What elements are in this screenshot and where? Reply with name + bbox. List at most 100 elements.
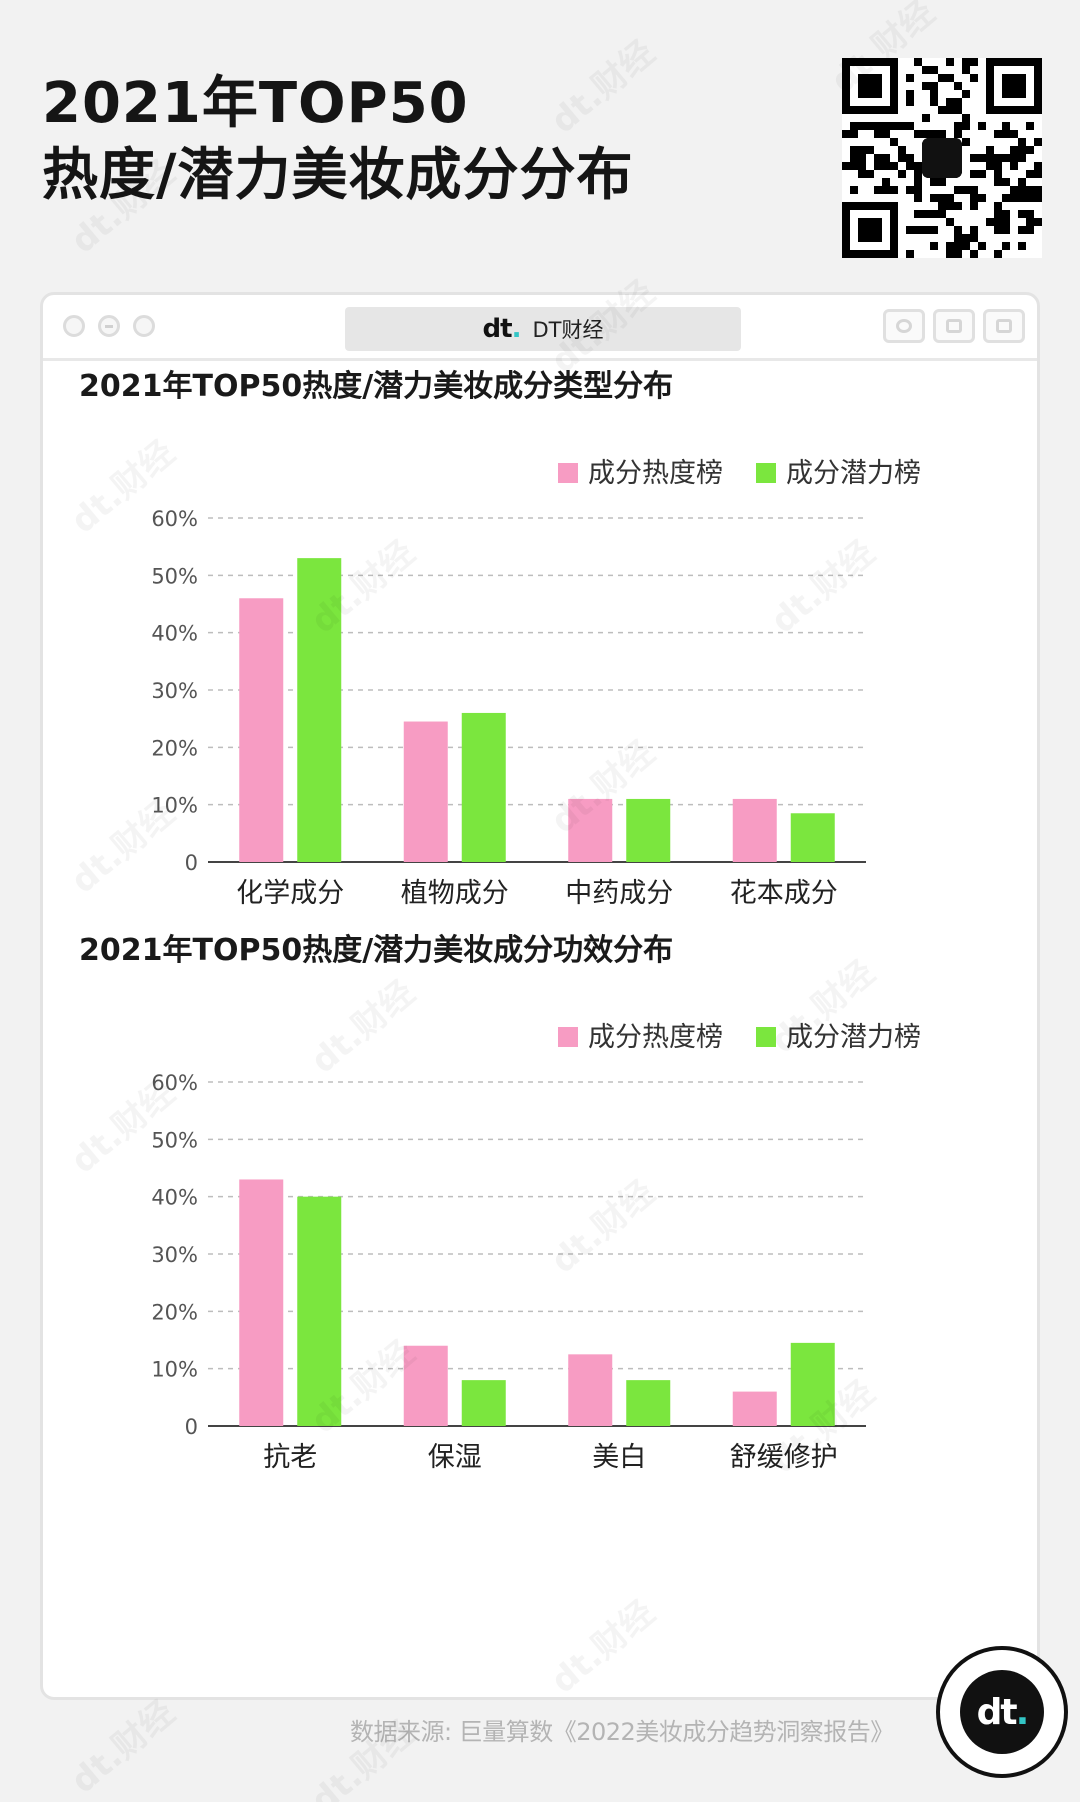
share-button[interactable] bbox=[933, 309, 975, 343]
window-maximize-button[interactable] bbox=[133, 315, 155, 337]
legend-swatch-1 bbox=[558, 1027, 578, 1047]
qr-module bbox=[842, 130, 850, 138]
qr-module bbox=[994, 250, 1002, 258]
record-button[interactable] bbox=[883, 309, 925, 343]
qr-module bbox=[930, 242, 938, 250]
qr-module bbox=[954, 98, 962, 106]
qr-module bbox=[1018, 154, 1026, 162]
qr-module bbox=[882, 178, 890, 186]
qr-module bbox=[962, 138, 970, 146]
qr-module bbox=[1010, 146, 1018, 154]
qr-module bbox=[906, 98, 914, 106]
page-title-line-2: 热度/潜力美妆成分分布 bbox=[42, 143, 634, 208]
y-tick-label: 40% bbox=[151, 1186, 198, 1210]
qr-module bbox=[986, 162, 994, 170]
qr-module bbox=[970, 58, 978, 66]
x-tick-label: 化学成分 bbox=[236, 878, 344, 909]
qr-module bbox=[914, 186, 922, 194]
qr-module bbox=[882, 162, 890, 170]
chart-ingredient-type: 成分热度榜 成分潜力榜 0 10% 20% 30% 40% 50% 60% 化学成分 植物成分 中药成… bbox=[43, 425, 1043, 925]
qr-module bbox=[906, 250, 914, 258]
qr-module bbox=[898, 170, 906, 178]
qr-module bbox=[946, 250, 954, 258]
qr-module bbox=[890, 186, 898, 194]
qr-module bbox=[1002, 130, 1010, 138]
qr-module bbox=[954, 82, 962, 90]
qr-module bbox=[962, 90, 970, 98]
qr-module bbox=[946, 106, 954, 114]
window-minimize-button[interactable] bbox=[98, 315, 120, 337]
qr-module bbox=[930, 98, 938, 106]
legend-label-2: 成分潜力榜 bbox=[786, 1022, 921, 1053]
qr-module bbox=[914, 58, 922, 66]
qr-module bbox=[882, 154, 890, 162]
x-tick-label: 美白 bbox=[592, 1442, 646, 1473]
x-tick-label: 保湿 bbox=[428, 1442, 482, 1473]
chart-2-title: 2021年TOP50热度/潜力美妆成分功效分布 bbox=[65, 931, 688, 975]
qr-module bbox=[978, 194, 986, 202]
qr-module bbox=[962, 58, 970, 66]
qr-module bbox=[986, 146, 994, 154]
qr-module bbox=[1018, 138, 1026, 146]
x-tick-label: 抗老 bbox=[263, 1442, 317, 1473]
qr-module bbox=[858, 154, 866, 162]
y-tick-label: 30% bbox=[151, 679, 198, 703]
bar-potential bbox=[461, 1380, 506, 1426]
qr-module bbox=[938, 210, 946, 218]
qr-module bbox=[986, 218, 994, 226]
qr-module bbox=[914, 226, 922, 234]
qr-module bbox=[1026, 122, 1034, 130]
tabs-button[interactable] bbox=[983, 309, 1025, 343]
qr-module bbox=[946, 202, 954, 210]
qr-code[interactable] bbox=[842, 58, 1042, 258]
qr-module bbox=[938, 178, 946, 186]
qr-module bbox=[978, 170, 986, 178]
y-tick-label: 10% bbox=[151, 1358, 198, 1382]
y-tick-label: 20% bbox=[151, 736, 198, 760]
qr-module bbox=[970, 226, 978, 234]
qr-module bbox=[930, 226, 938, 234]
qr-module bbox=[1002, 226, 1010, 234]
qr-center-logo-icon bbox=[922, 138, 962, 178]
qr-module bbox=[1002, 218, 1010, 226]
address-bar[interactable]: dt. DT财经 bbox=[345, 307, 741, 351]
qr-module bbox=[906, 90, 914, 98]
window-titlebar: dt. DT财经 bbox=[43, 295, 1037, 361]
qr-module bbox=[946, 98, 954, 106]
qr-module bbox=[994, 130, 1002, 138]
window-close-button[interactable] bbox=[63, 315, 85, 337]
bar-hot bbox=[403, 1345, 448, 1426]
bar-hot bbox=[239, 598, 284, 862]
qr-module bbox=[858, 170, 866, 178]
qr-module bbox=[978, 154, 986, 162]
dt-badge[interactable]: dt. bbox=[936, 1646, 1068, 1778]
qr-module bbox=[946, 58, 954, 66]
qr-module bbox=[1034, 170, 1042, 178]
bar-potential bbox=[626, 1380, 671, 1426]
data-source-note: 数据来源: 巨量算数《2022美妆成分趋势洞察报告》 bbox=[350, 1718, 894, 1746]
y-tick-label: 60% bbox=[151, 507, 198, 531]
qr-module bbox=[858, 162, 866, 170]
qr-module bbox=[890, 138, 898, 146]
qr-module bbox=[1002, 242, 1010, 250]
qr-module bbox=[1018, 226, 1026, 234]
qr-module bbox=[914, 162, 922, 170]
qr-module bbox=[1018, 178, 1026, 186]
qr-module bbox=[970, 234, 978, 242]
qr-module bbox=[866, 146, 874, 154]
x-tick-label: 舒缓修护 bbox=[730, 1442, 838, 1473]
qr-module bbox=[1010, 154, 1018, 162]
qr-module bbox=[1026, 146, 1034, 154]
qr-module bbox=[970, 154, 978, 162]
qr-module bbox=[930, 82, 938, 90]
qr-module bbox=[1018, 194, 1026, 202]
chart-ingredient-type-svg: 成分热度榜 成分潜力榜 0 10% 20% 30% 40% 50% 60% 化学成分 植物成分 中药成… bbox=[151, 458, 921, 909]
address-bar-text: DT财经 bbox=[532, 318, 604, 342]
x-tick-label: 花本成分 bbox=[730, 878, 838, 909]
page-title-line-1: 2021年TOP50 bbox=[42, 71, 469, 136]
qr-module bbox=[1018, 186, 1026, 194]
qr-module bbox=[962, 66, 970, 74]
qr-module bbox=[930, 210, 938, 218]
legend-label-2: 成分潜力榜 bbox=[786, 458, 921, 489]
qr-module bbox=[922, 226, 930, 234]
